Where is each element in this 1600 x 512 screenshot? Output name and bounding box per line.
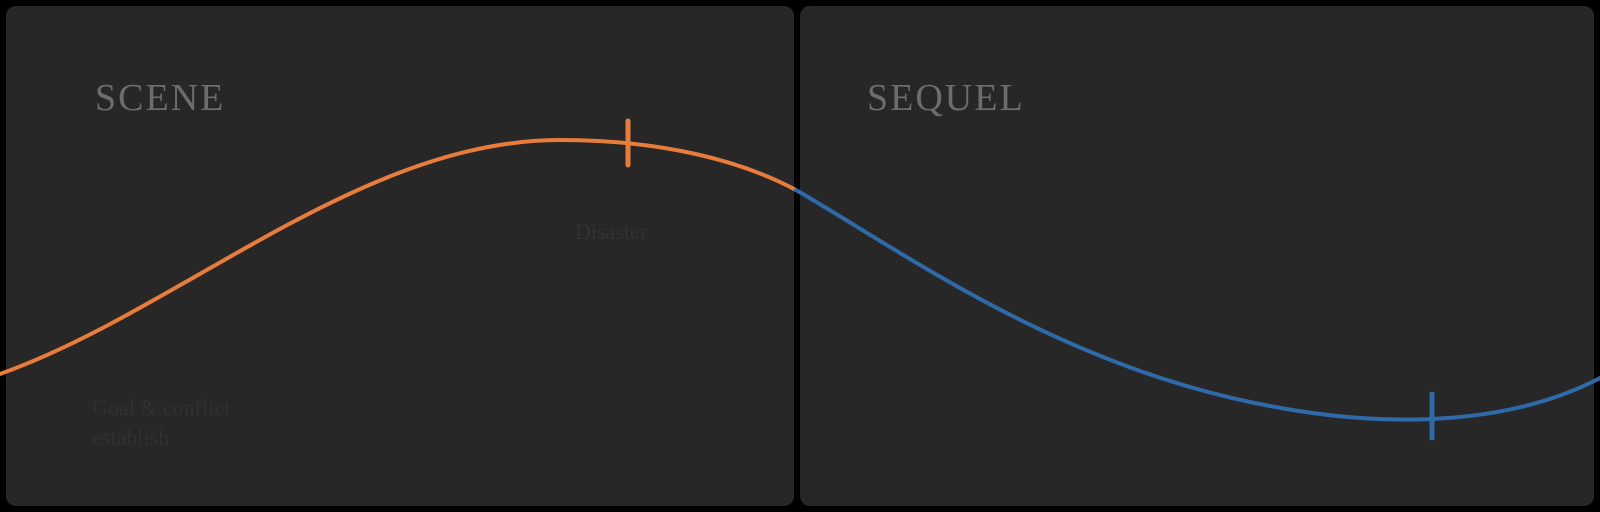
label-goal-line2: establish [92, 425, 169, 451]
title-scene: SCENE [95, 76, 225, 120]
title-sequel: SEQUEL [867, 76, 1025, 120]
diagram-stage: SCENE SEQUEL Disaster Goal & conflict es… [0, 0, 1600, 512]
label-disaster: Disaster [575, 219, 647, 245]
label-goal-line1: Goal & conflict [92, 395, 230, 421]
